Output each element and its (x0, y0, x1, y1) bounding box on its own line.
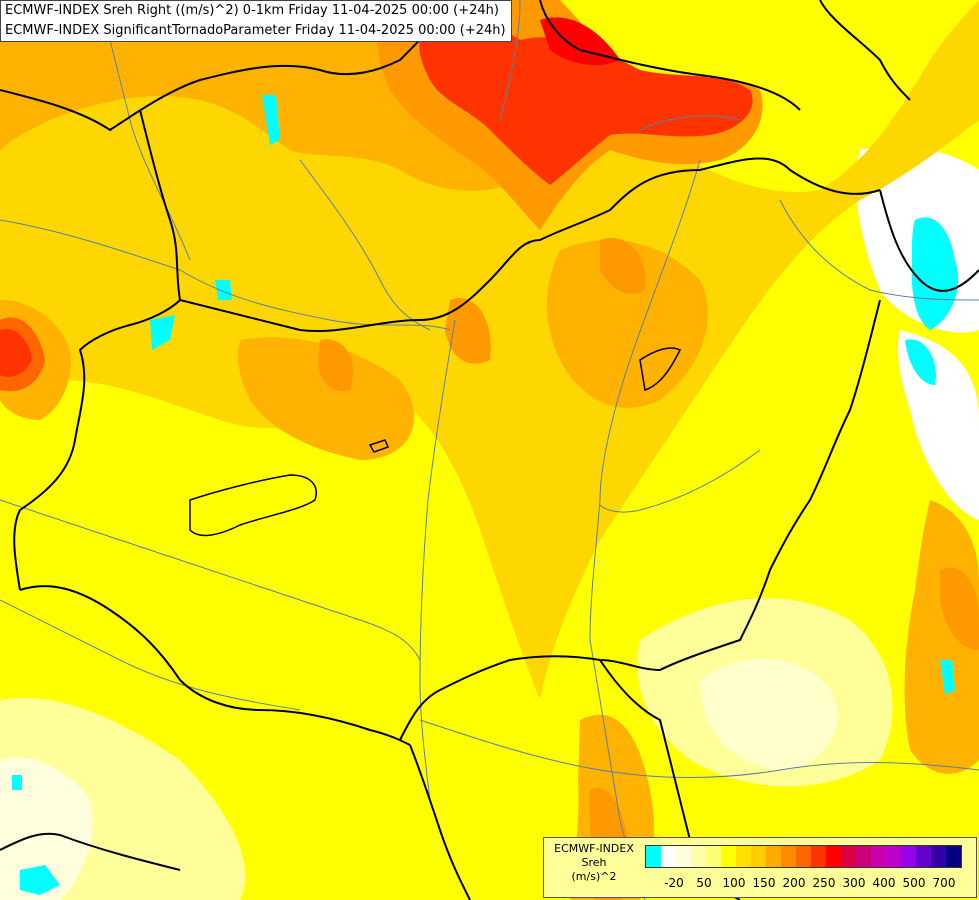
river-3 (599, 449, 761, 513)
border-west-1 (13, 109, 182, 591)
white-region-se (700, 658, 838, 770)
legend-tick-8: 500 (902, 876, 926, 890)
map-title-box: ECMWF-INDEX Sreh Right ((m/s)^2) 0-1km F… (0, 0, 512, 42)
legend-tick-7: 400 (872, 876, 896, 890)
orange-spot-center-west (318, 339, 354, 391)
cyan-spot-east (905, 339, 936, 385)
red-spot-west (0, 329, 32, 377)
legend-tick-3: 150 (752, 876, 776, 890)
river-5 (0, 599, 301, 711)
cyan-spot-sw (20, 865, 60, 895)
map-title-line-1: ECMWF-INDEX Sreh Right ((m/s)^2) 0-1km F… (5, 3, 499, 18)
border-hungary-southwest (19, 585, 411, 746)
orange-spot-ne (600, 238, 646, 294)
red-core-north (540, 17, 620, 66)
legend-swatch-10 (796, 846, 811, 867)
white-region-east (898, 330, 979, 520)
legend-ticks: -20 50 100 150 200 250 300 400 500 700 (645, 876, 975, 892)
border-northeast (879, 189, 979, 292)
legend-swatch-0 (646, 846, 661, 867)
lake-tisza (639, 347, 682, 391)
legend-swatch-4 (706, 846, 721, 867)
river-9 (779, 199, 979, 301)
orange-spot-east (940, 567, 979, 650)
legend-tick-0: -20 (664, 876, 684, 890)
legend-swatches (645, 845, 962, 868)
amber-band-east (904, 500, 979, 774)
legend-swatch-9 (781, 846, 796, 867)
legend-tick-9: 700 (932, 876, 956, 890)
legend-title-unit: (m/s)^2 (571, 870, 617, 883)
cyan-spot-east-south (940, 660, 955, 695)
legend-title-model: ECMWF-INDEX (554, 842, 634, 855)
legend-swatch-17 (901, 846, 916, 867)
border-slovakia-hungary (179, 157, 881, 332)
border-north-2 (539, 0, 801, 111)
legend-swatch-16 (886, 846, 901, 867)
lake-velence (368, 439, 390, 453)
border-croatia-serbia (409, 744, 471, 900)
legend-swatch-2 (676, 846, 691, 867)
cyan-region-ne (911, 217, 959, 330)
lake-balaton (189, 474, 317, 537)
border-north-1 (0, 0, 451, 132)
legend-swatch-11 (811, 846, 826, 867)
red-region-north (419, 25, 753, 185)
legend-tick-5: 250 (812, 876, 836, 890)
legend-swatch-18 (916, 846, 931, 867)
legend-swatch-3 (691, 846, 706, 867)
legend-swatch-20 (946, 846, 961, 867)
river-tisza-b (599, 159, 701, 501)
legend-tick-2: 100 (722, 876, 746, 890)
legend-swatch-14 (856, 846, 871, 867)
border-north-3 (819, 0, 911, 101)
river-2 (0, 219, 451, 331)
legend-swatch-5 (721, 846, 736, 867)
river-8 (499, 0, 521, 121)
legend-swatch-12 (826, 846, 841, 867)
peak-sreh-regions (0, 17, 753, 377)
river-6 (419, 719, 979, 778)
legend-tick-6: 300 (842, 876, 866, 890)
legend-title-variable: Sreh (581, 856, 607, 869)
cyan-spot-sw-small (12, 775, 22, 790)
orange-spot-center (445, 298, 491, 364)
legend-title: ECMWF-INDEX Sreh (m/s)^2 (544, 842, 644, 884)
amber-region-north-east (546, 240, 708, 408)
river-tisza-a (589, 499, 601, 641)
legend-tick-4: 200 (782, 876, 806, 890)
cyan-spot-center-north (215, 280, 232, 300)
legend-swatch-13 (841, 846, 856, 867)
border-hungary-south (399, 299, 881, 741)
map-title-line-2: ECMWF-INDEX SignificantTornadoParameter … (5, 23, 506, 38)
legend-swatch-8 (766, 846, 781, 867)
river-7 (299, 159, 431, 331)
negative-sreh-regions (12, 95, 959, 895)
river-10 (639, 115, 741, 131)
border-southwest (0, 832, 181, 871)
amber-region-center-west (238, 337, 415, 460)
color-legend: ECMWF-INDEX Sreh (m/s)^2 -20 50 100 150 200 2… (543, 837, 977, 898)
legend-swatch-6 (736, 846, 751, 867)
legend-swatch-15 (871, 846, 886, 867)
cyan-spot-north (262, 95, 280, 145)
legend-tick-1: 50 (696, 876, 712, 890)
legend-swatch-7 (751, 846, 766, 867)
white-region-sw (0, 757, 93, 900)
river-danube (419, 319, 456, 801)
legend-swatch-1 (661, 846, 676, 867)
cyan-spot-west (150, 315, 175, 350)
legend-swatch-19 (931, 846, 946, 867)
river-4 (0, 499, 421, 661)
